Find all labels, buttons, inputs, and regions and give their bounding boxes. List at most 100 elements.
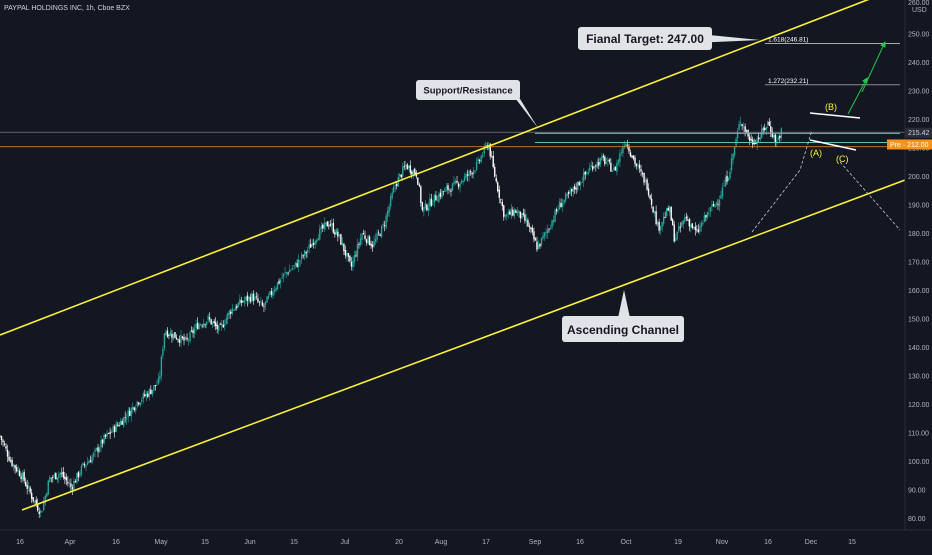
candle-body	[187, 339, 190, 341]
candle-body	[610, 162, 612, 172]
candle-body	[310, 244, 312, 248]
candle-body	[590, 165, 592, 168]
candle-body	[77, 472, 80, 478]
candle-body	[83, 463, 86, 466]
candle-body	[266, 296, 268, 303]
candle-body	[491, 156, 493, 158]
candle-body	[248, 296, 250, 300]
candle-body	[770, 126, 772, 133]
candle-body	[453, 181, 455, 184]
candle-body	[635, 163, 638, 166]
candle-body	[214, 322, 217, 327]
candle-body	[62, 471, 65, 478]
candle-body	[583, 172, 585, 182]
y-tick-label: 220.00	[908, 117, 930, 124]
candle-body	[498, 189, 500, 198]
candle-body	[480, 156, 482, 163]
candle-body	[208, 317, 211, 320]
candle-body	[637, 165, 639, 167]
candle-body	[771, 131, 773, 137]
candle-body	[723, 185, 725, 187]
candle-body	[675, 238, 677, 241]
candle-body	[272, 292, 274, 297]
candle-body	[580, 182, 582, 185]
candle-body	[438, 194, 440, 202]
candle-body	[273, 289, 276, 292]
candle-body	[690, 224, 692, 228]
candle-body	[183, 337, 185, 341]
candle-body	[566, 193, 568, 196]
candle-body	[350, 262, 353, 267]
candle-body	[41, 511, 43, 513]
candle-body	[439, 192, 442, 197]
support-resistance-box	[416, 80, 520, 100]
candle-body	[237, 302, 240, 307]
candle-body	[216, 324, 218, 330]
candle-body	[589, 167, 591, 171]
candle-body	[49, 477, 51, 483]
candle-body	[659, 226, 662, 230]
x-tick-label: Aug	[435, 539, 448, 546]
candle-body	[133, 407, 135, 410]
candle-body	[316, 239, 318, 242]
candle-body	[533, 231, 535, 240]
candle-body	[314, 240, 316, 244]
candle-body	[61, 472, 63, 474]
y-tick-label: 100.00	[908, 459, 930, 466]
candle-body	[681, 222, 683, 227]
y-tick-label: 200.00	[908, 174, 930, 181]
candle-body	[377, 232, 380, 234]
candle-body	[335, 230, 338, 235]
candle-body	[759, 137, 761, 140]
candle-body	[604, 156, 606, 164]
candle-body	[417, 177, 419, 185]
candle-body	[691, 223, 694, 229]
candle-body	[33, 500, 36, 502]
ascending-channel-box	[562, 316, 684, 342]
candle-body	[694, 226, 697, 230]
candle-body	[373, 241, 375, 247]
candle-body	[693, 226, 695, 229]
candle-body	[70, 483, 72, 487]
candle-body	[174, 332, 176, 338]
candle-body	[264, 301, 267, 306]
candle-body	[712, 203, 715, 207]
candle-body	[73, 481, 75, 491]
y-tick-label: 120.00	[908, 402, 930, 409]
channel-lower-line	[21, 179, 906, 511]
candle-body	[346, 252, 348, 257]
x-tick-label: 16	[576, 539, 584, 546]
candle-body	[765, 126, 767, 131]
candle-body	[661, 222, 663, 227]
candle-body	[211, 322, 214, 324]
candle-body	[628, 146, 630, 152]
candle-body	[429, 198, 431, 207]
final-target-text: Fianal Target: 247.00	[586, 32, 704, 46]
candle-body	[254, 296, 256, 300]
candle-body	[741, 124, 743, 127]
candle-body	[356, 244, 359, 257]
candle-body	[536, 241, 538, 250]
candle-body	[386, 210, 389, 217]
candle-body	[189, 332, 191, 342]
candle-body	[343, 243, 345, 252]
candle-body	[484, 145, 487, 147]
candle-body	[475, 162, 478, 171]
candle-body	[243, 300, 246, 303]
candle-body	[685, 216, 687, 219]
candle-body	[207, 316, 209, 321]
symbol-title: PAYPAL HOLDINGS INC, 1h, Cboe BZX	[4, 5, 130, 12]
candle-body	[30, 492, 33, 499]
candle-body	[649, 195, 651, 199]
candle-body	[518, 210, 520, 213]
candle-body	[539, 243, 541, 247]
candle-body	[500, 199, 502, 201]
candle-body	[257, 298, 259, 302]
candle-body	[563, 199, 565, 203]
candle-body	[602, 155, 605, 158]
candle-body	[374, 238, 377, 243]
candle-body	[534, 238, 537, 241]
candle-body	[392, 186, 395, 193]
